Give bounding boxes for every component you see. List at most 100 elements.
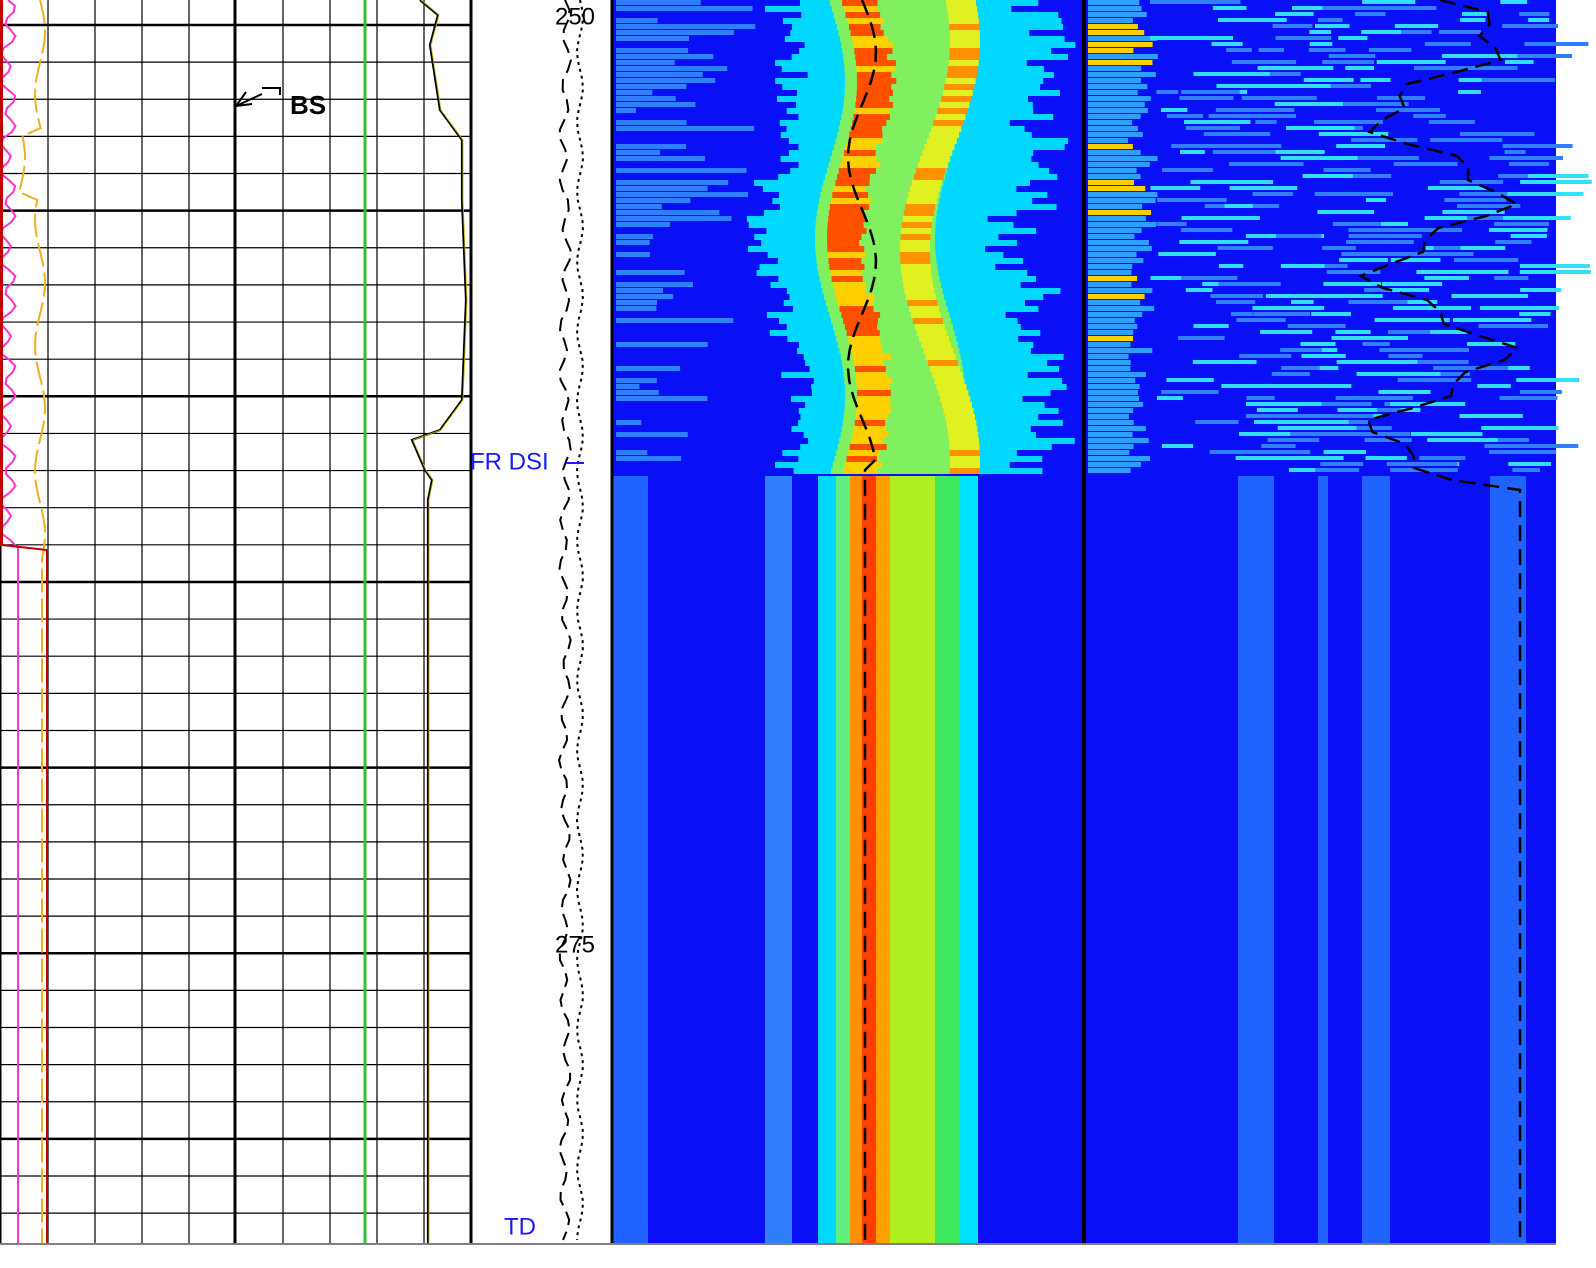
cell: [616, 90, 652, 95]
cell: [616, 432, 688, 437]
cell: [1255, 120, 1276, 124]
cell: [1500, 396, 1558, 400]
cell: [1186, 126, 1240, 130]
cell: [919, 336, 949, 342]
cell: [917, 330, 947, 336]
cell: [1218, 18, 1287, 22]
cell: [616, 120, 686, 125]
cell: [947, 426, 977, 432]
cell: [1346, 240, 1414, 244]
cell: [1088, 456, 1150, 461]
cell: [1394, 162, 1447, 166]
cell: [934, 378, 964, 384]
depth-label: 275: [555, 931, 595, 958]
cell: [852, 36, 887, 42]
cell: [1519, 312, 1550, 316]
cell: [916, 168, 946, 174]
cell: [1181, 90, 1239, 94]
cell: [1505, 192, 1583, 196]
cell: [1088, 438, 1149, 443]
depth-label: 250: [555, 3, 595, 30]
cell: [1505, 60, 1533, 64]
cell: [1278, 426, 1357, 430]
cell: [616, 294, 673, 299]
cell: [1439, 30, 1481, 34]
cell: [1453, 318, 1531, 322]
cell: [1088, 354, 1129, 359]
cell: [854, 426, 886, 432]
cell: [1088, 120, 1132, 125]
cell: [1162, 444, 1193, 448]
band: [612, 476, 648, 1243]
cell: [950, 450, 980, 456]
cell: [1484, 444, 1543, 448]
cell: [937, 108, 967, 114]
cell: [616, 216, 732, 221]
cell: [1213, 150, 1276, 154]
cell: [1303, 174, 1353, 178]
cell: [922, 150, 952, 156]
cell: [1236, 318, 1285, 322]
cell: [939, 102, 969, 108]
cell: [851, 126, 882, 132]
cell: [849, 24, 881, 30]
cell: [843, 318, 878, 324]
cell: [1508, 462, 1551, 466]
cell: [1419, 456, 1465, 460]
cell: [947, 72, 977, 78]
cell: [1503, 216, 1571, 220]
cell: [832, 276, 863, 282]
cell: [616, 378, 657, 383]
cell: [925, 144, 955, 150]
cell: [616, 318, 733, 323]
cell: [949, 438, 979, 444]
cell: [1088, 360, 1131, 365]
cell: [1166, 378, 1213, 382]
cell: [1088, 36, 1157, 41]
cell: [1179, 96, 1226, 100]
cell: [1286, 126, 1354, 130]
cell: [1088, 204, 1142, 209]
cell: [1300, 342, 1335, 346]
cell: [856, 378, 892, 384]
cell: [1088, 18, 1133, 23]
cell: [1253, 312, 1310, 316]
cell: [855, 420, 885, 426]
cell: [616, 180, 728, 185]
cell: [1335, 330, 1370, 334]
cell: [1212, 42, 1243, 46]
cell: [944, 408, 974, 414]
cell: [1161, 390, 1218, 394]
cell: [1322, 246, 1356, 250]
cell: [1258, 66, 1334, 70]
cell: [616, 30, 734, 35]
cell: [842, 0, 878, 6]
cell: [841, 312, 880, 318]
cell: [1413, 114, 1446, 118]
cell: [1222, 108, 1242, 112]
cell: [848, 450, 880, 456]
cell: [905, 204, 935, 210]
cell: [1088, 396, 1139, 401]
cell: [1463, 204, 1510, 208]
cell: [1317, 210, 1374, 214]
cell: [1460, 132, 1506, 136]
cell: [1319, 132, 1388, 136]
cell: [1462, 12, 1487, 16]
cell: [829, 210, 864, 216]
cell: [1088, 108, 1148, 113]
cell: [1088, 114, 1141, 119]
cell: [857, 84, 891, 90]
cell: [1088, 282, 1131, 287]
cell: [1266, 294, 1331, 298]
cell: [911, 312, 941, 318]
cell: [1088, 72, 1156, 77]
cell: [616, 0, 701, 5]
cell: [1088, 450, 1129, 455]
cell: [923, 348, 953, 354]
cell: [616, 108, 636, 113]
cell: [853, 432, 889, 438]
cell: [1520, 270, 1591, 274]
cell: [1482, 78, 1556, 82]
cell: [1088, 342, 1130, 347]
